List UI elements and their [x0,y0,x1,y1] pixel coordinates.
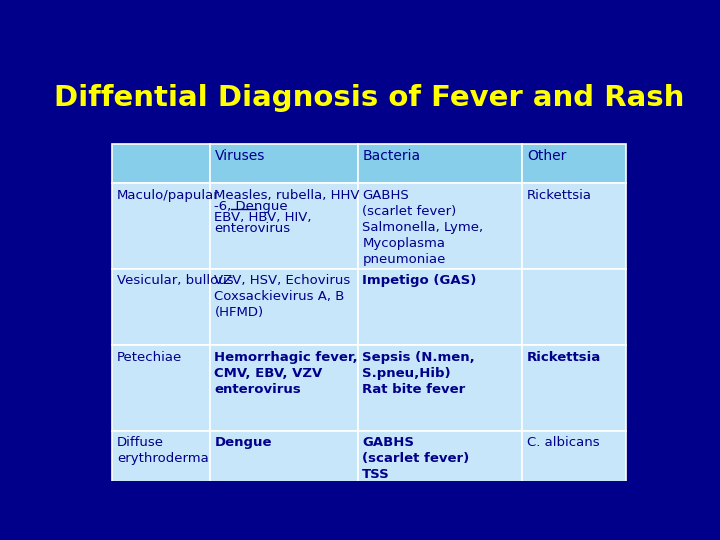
Text: Diffuse
erythroderma: Diffuse erythroderma [117,436,209,465]
Bar [112,144,210,183]
Text: -6, Dengue: -6, Dengue [215,200,288,213]
Text: Bacteria: Bacteria [362,149,420,163]
Text: Measles, rubella, HHV: Measles, rubella, HHV [215,188,360,202]
Text: Impetigo (GAS): Impetigo (GAS) [362,274,477,287]
Bar [210,144,358,183]
Text: Hemorrhagic fever,
CMV, EBV, VZV
enterovirus: Hemorrhagic fever, CMV, EBV, VZV enterov… [215,351,358,396]
Text: Maculo/papular: Maculo/papular [117,188,220,202]
Text: Vesicular, bullous: Vesicular, bullous [117,274,233,287]
Text: enterovirus: enterovirus [215,222,291,235]
Text: Dengue: Dengue [215,436,272,449]
Text: Rickettsia: Rickettsia [527,351,601,364]
Text: Diffential Diagnosis of Fever and Rash: Diffential Diagnosis of Fever and Rash [54,84,684,112]
Text: GABHS
(scarlet fever)
Salmonella, Lyme,
Mycoplasma
pneumoniae: GABHS (scarlet fever) Salmonella, Lyme, … [362,188,483,266]
Text: Other: Other [527,149,567,163]
Text: Sepsis (N.men,
S.pneu,Hib)
Rat bite fever: Sepsis (N.men, S.pneu,Hib) Rat bite feve… [362,351,475,396]
Text: GABHS
(scarlet fever)
TSS: GABHS (scarlet fever) TSS [362,436,469,481]
Text: Petechiae: Petechiae [117,351,182,364]
Text: Viruses: Viruses [215,149,265,163]
Text: C. albicans: C. albicans [527,436,600,449]
Text: EBV, HBV, HIV,: EBV, HBV, HIV, [215,211,312,224]
Text: VZV, HSV, Echovirus
Coxsackievirus A, B
(HFMD): VZV, HSV, Echovirus Coxsackievirus A, B … [215,274,351,319]
Bar [358,144,523,183]
Bar [523,144,626,183]
Text: Rickettsia: Rickettsia [527,188,592,202]
